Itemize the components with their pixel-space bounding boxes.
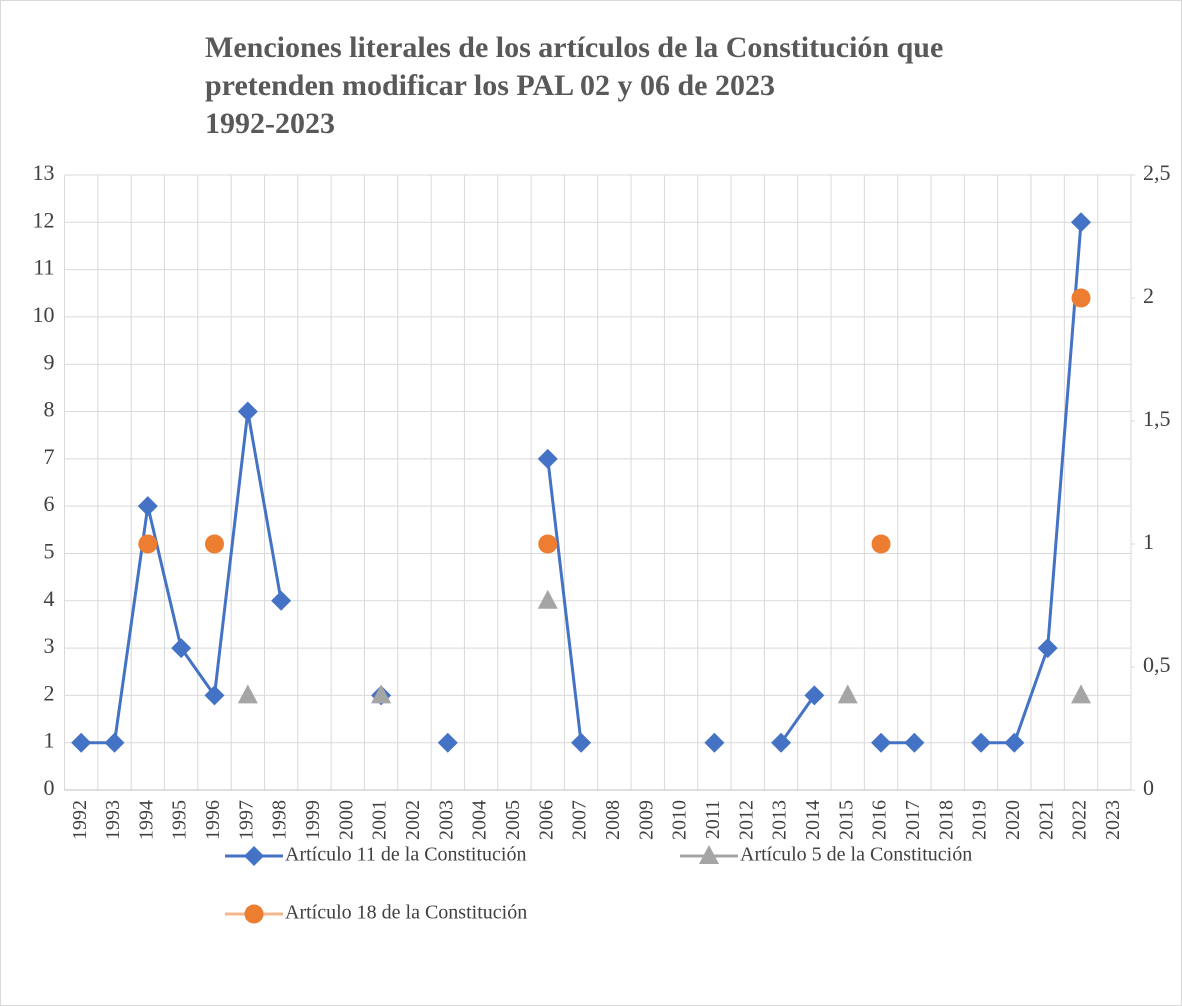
data-point — [237, 401, 258, 422]
data-point — [371, 684, 392, 704]
x-tick-label: 2013 — [769, 800, 791, 840]
x-tick-label: 2006 — [535, 800, 557, 840]
y-tick-label: 8 — [44, 397, 55, 422]
y-tick-label: 5 — [44, 539, 55, 564]
data-point — [137, 496, 158, 517]
data-point — [204, 685, 225, 706]
y-tick-label: 13 — [33, 160, 55, 185]
data-point — [104, 732, 125, 753]
x-tick-label: 2004 — [469, 800, 491, 840]
legend-label: Artículo 11 de la Constitución — [285, 844, 526, 866]
data-point — [537, 589, 558, 609]
data-point — [1071, 212, 1092, 233]
x-tick-label: 2010 — [669, 800, 691, 840]
x-tick-label: 2014 — [802, 800, 824, 840]
x-tick-label: 2009 — [635, 800, 657, 840]
x-tick-label: 1995 — [169, 800, 191, 840]
data-point — [871, 534, 891, 554]
data-point — [837, 684, 858, 704]
y-tick-label: 2 — [44, 680, 55, 705]
y2-tick-label: 0 — [1143, 775, 1154, 800]
x-tick-label: 2020 — [1002, 800, 1024, 840]
y-tick-label: 10 — [33, 302, 55, 327]
x-tick-label: 2019 — [969, 800, 991, 840]
y2-tick-label: 2,5 — [1143, 160, 1171, 185]
y-tick-label: 7 — [44, 444, 55, 469]
chart-title: 1992-2023 — [205, 107, 335, 140]
y2-tick-label: 0,5 — [1143, 652, 1171, 677]
data-point — [1071, 684, 1092, 704]
y-tick-label: 4 — [44, 586, 55, 611]
x-tick-label: 1992 — [69, 800, 91, 840]
data-point — [538, 534, 558, 554]
x-tick-label: 2005 — [502, 800, 524, 840]
y-tick-label: 3 — [44, 633, 55, 658]
data-point — [271, 590, 292, 611]
chart-title: Menciones literales de los artículos de … — [205, 31, 943, 64]
legend-marker — [244, 846, 264, 866]
x-tick-label: 2021 — [1035, 800, 1057, 840]
x-tick-label: 2012 — [735, 800, 757, 840]
data-point — [871, 732, 892, 753]
y-tick-label: 0 — [44, 775, 55, 800]
x-tick-label: 2015 — [835, 800, 857, 840]
y-tick-label: 9 — [44, 349, 55, 374]
legend-marker — [699, 845, 719, 864]
x-tick-label: 2001 — [369, 800, 391, 840]
x-tick-label: 2002 — [402, 800, 424, 840]
data-point — [1071, 288, 1091, 308]
legend-label: Artículo 5 de la Constitución — [740, 844, 972, 866]
chart-title: pretenden modificar los PAL 02 y 06 de 2… — [205, 69, 775, 102]
x-tick-label: 1996 — [202, 800, 224, 840]
y-tick-label: 12 — [33, 207, 55, 232]
data-point — [971, 732, 992, 753]
x-tick-label: 2018 — [935, 800, 957, 840]
data-point — [537, 448, 558, 469]
x-tick-label: 2003 — [435, 800, 457, 840]
x-tick-label: 1999 — [302, 800, 324, 840]
data-point — [204, 534, 224, 554]
x-tick-label: 2011 — [702, 800, 724, 839]
data-point — [904, 732, 925, 753]
data-point — [1037, 638, 1058, 659]
y-tick-label: 1 — [44, 728, 55, 753]
x-tick-label: 1994 — [135, 800, 157, 840]
y2-tick-label: 2 — [1143, 283, 1154, 308]
y-tick-label: 11 — [33, 255, 54, 280]
data-point — [771, 732, 792, 753]
legend-marker — [244, 904, 264, 924]
x-tick-label: 2008 — [602, 800, 624, 840]
x-tick-label: 2000 — [335, 800, 357, 840]
y2-tick-label: 1,5 — [1143, 406, 1171, 431]
x-tick-label: 2023 — [1102, 800, 1124, 840]
data-point — [237, 684, 258, 704]
x-tick-label: 2016 — [869, 800, 891, 840]
y2-tick-label: 1 — [1143, 529, 1154, 554]
data-point — [1004, 732, 1025, 753]
x-tick-label: 2017 — [902, 800, 924, 840]
x-tick-label: 1998 — [269, 800, 291, 840]
data-point — [171, 638, 192, 659]
data-point — [804, 685, 825, 706]
legend-label: Artículo 18 de la Constitución — [285, 902, 527, 924]
x-tick-label: 2007 — [569, 800, 591, 840]
x-tick-label: 2022 — [1069, 800, 1091, 840]
x-tick-label: 1993 — [102, 800, 124, 840]
data-point — [704, 732, 725, 753]
data-point — [71, 732, 92, 753]
y-tick-label: 6 — [44, 491, 55, 516]
data-point — [138, 534, 158, 554]
x-tick-label: 1997 — [235, 800, 257, 840]
data-point — [437, 732, 458, 753]
data-point — [571, 732, 592, 753]
